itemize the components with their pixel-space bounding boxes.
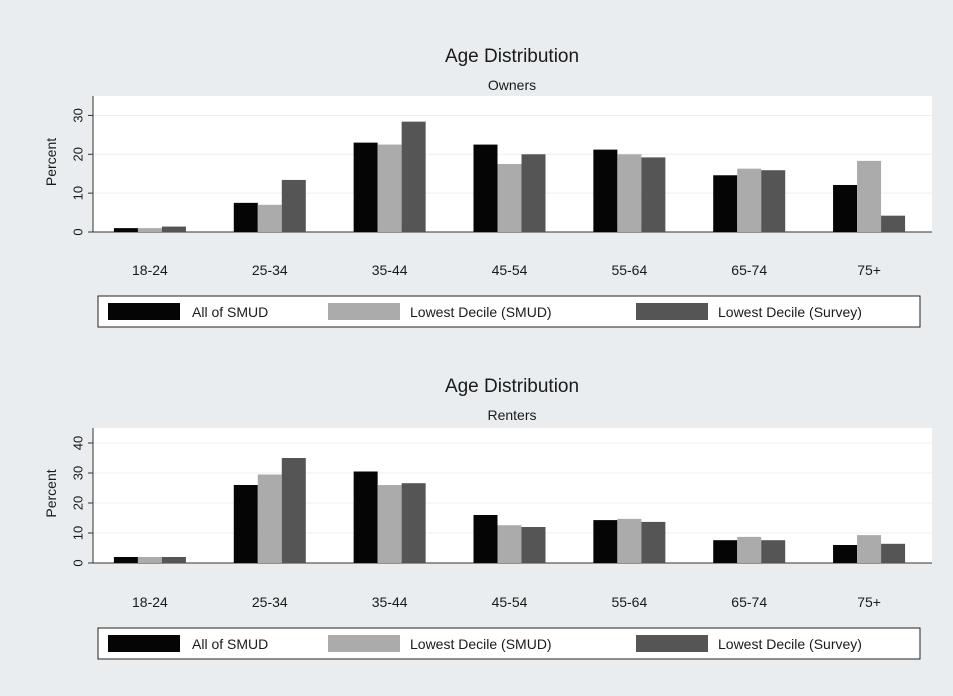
x-tick-label: 18-24 bbox=[132, 262, 168, 278]
y-tick-label: 30 bbox=[70, 108, 85, 122]
bar-lowest-decile-survey bbox=[401, 483, 426, 563]
bar-lowest-decile-survey bbox=[761, 540, 786, 563]
x-tick-label: 55-64 bbox=[611, 594, 647, 610]
bar-lowest-decile-smud bbox=[737, 536, 762, 563]
x-tick-label: 35-44 bbox=[372, 262, 408, 278]
bar-lowest-decile-survey bbox=[761, 170, 786, 232]
bar-all-of-smud bbox=[233, 485, 258, 563]
bar-lowest-decile-survey bbox=[521, 527, 546, 563]
y-tick-label: 10 bbox=[70, 186, 85, 200]
bar-lowest-decile-survey bbox=[881, 543, 906, 563]
bar-lowest-decile-smud bbox=[257, 204, 282, 232]
legend-swatch bbox=[328, 635, 400, 652]
chart-title: Age Distribution bbox=[445, 376, 579, 397]
x-tick-label: 25-34 bbox=[252, 262, 288, 278]
bar-all-of-smud bbox=[233, 202, 258, 232]
bar-lowest-decile-survey bbox=[521, 154, 546, 232]
legend-label: All of SMUD bbox=[192, 304, 268, 320]
legend-label: Lowest Decile (Survey) bbox=[718, 636, 862, 652]
bar-all-of-smud bbox=[593, 520, 618, 563]
bar-lowest-decile-smud bbox=[137, 228, 162, 232]
bar-lowest-decile-survey bbox=[281, 458, 306, 563]
bar-all-of-smud bbox=[713, 175, 738, 232]
legend-swatch bbox=[108, 303, 180, 320]
bar-all-of-smud bbox=[353, 471, 378, 563]
legend-label: All of SMUD bbox=[192, 636, 268, 652]
y-tick-label: 20 bbox=[70, 496, 85, 510]
bar-all-of-smud bbox=[473, 144, 498, 232]
y-axis-label: Percent bbox=[43, 138, 59, 186]
bar-lowest-decile-smud bbox=[617, 154, 642, 232]
legend-label: Lowest Decile (SMUD) bbox=[410, 636, 552, 652]
legend: All of SMUD Lowest Decile (SMUD) Lowest De… bbox=[97, 627, 921, 660]
x-tick-label: 75+ bbox=[857, 594, 881, 610]
bar-lowest-decile-survey bbox=[641, 157, 666, 232]
bar-lowest-decile-smud bbox=[857, 160, 882, 232]
y-tick-label: 0 bbox=[70, 559, 85, 566]
legend-swatch bbox=[108, 635, 180, 652]
x-tick-label: 25-34 bbox=[252, 594, 288, 610]
bar-lowest-decile-smud bbox=[377, 485, 402, 563]
bar-all-of-smud bbox=[473, 515, 498, 563]
legend-label: Lowest Decile (SMUD) bbox=[410, 304, 552, 320]
y-tick-label: 0 bbox=[70, 228, 85, 235]
x-tick-label: 55-64 bbox=[611, 262, 647, 278]
x-tick-label: 45-54 bbox=[492, 594, 528, 610]
bar-lowest-decile-smud bbox=[137, 557, 162, 563]
bar-lowest-decile-survey bbox=[161, 557, 186, 563]
bar-all-of-smud bbox=[713, 540, 738, 563]
chart-subtitle: Owners bbox=[488, 77, 536, 93]
bar-lowest-decile-smud bbox=[617, 518, 642, 563]
y-tick-label: 10 bbox=[70, 526, 85, 540]
bar-lowest-decile-survey bbox=[881, 215, 906, 232]
y-tick-label: 20 bbox=[70, 147, 85, 161]
bar-all-of-smud bbox=[113, 228, 138, 232]
owners-chart: Age Distribution Owners 0 10 20 30 Percent 18-2… bbox=[43, 46, 932, 328]
x-tick-label: 65-74 bbox=[731, 594, 767, 610]
x-tick-label: 75+ bbox=[857, 262, 881, 278]
bar-lowest-decile-survey bbox=[281, 179, 306, 232]
bar-lowest-decile-survey bbox=[401, 121, 426, 232]
bar-lowest-decile-smud bbox=[737, 168, 762, 232]
bar-all-of-smud bbox=[833, 545, 858, 563]
bar-all-of-smud bbox=[833, 184, 858, 232]
legend-swatch bbox=[636, 303, 708, 320]
bar-all-of-smud bbox=[353, 142, 378, 232]
bar-lowest-decile-survey bbox=[641, 521, 666, 563]
legend-swatch bbox=[328, 303, 400, 320]
y-axis-label: Percent bbox=[43, 469, 59, 517]
bar-lowest-decile-smud bbox=[257, 474, 282, 563]
x-tick-label: 35-44 bbox=[372, 594, 408, 610]
bar-lowest-decile-survey bbox=[161, 226, 186, 232]
y-tick-label: 40 bbox=[70, 436, 85, 450]
bar-lowest-decile-smud bbox=[377, 144, 402, 232]
legend-label: Lowest Decile (Survey) bbox=[718, 304, 862, 320]
x-tick-label: 65-74 bbox=[731, 262, 767, 278]
bar-lowest-decile-smud bbox=[497, 525, 522, 563]
legend-box bbox=[97, 295, 921, 328]
bar-lowest-decile-smud bbox=[857, 535, 882, 563]
legend-swatch bbox=[636, 635, 708, 652]
bar-all-of-smud bbox=[113, 557, 138, 563]
x-tick-label: 45-54 bbox=[492, 262, 528, 278]
x-tick-label: 18-24 bbox=[132, 594, 168, 610]
legend: All of SMUD Lowest Decile (SMUD) Lowest De… bbox=[97, 295, 921, 328]
renters-chart: Age Distribution Renters 0 10 20 30 40 Percent 1… bbox=[43, 376, 932, 660]
bar-all-of-smud bbox=[593, 149, 618, 232]
y-tick-label: 30 bbox=[70, 466, 85, 480]
chart-title: Age Distribution bbox=[445, 46, 579, 67]
bar-lowest-decile-smud bbox=[497, 164, 522, 232]
chart-subtitle: Renters bbox=[487, 407, 536, 423]
legend-box bbox=[97, 627, 921, 660]
